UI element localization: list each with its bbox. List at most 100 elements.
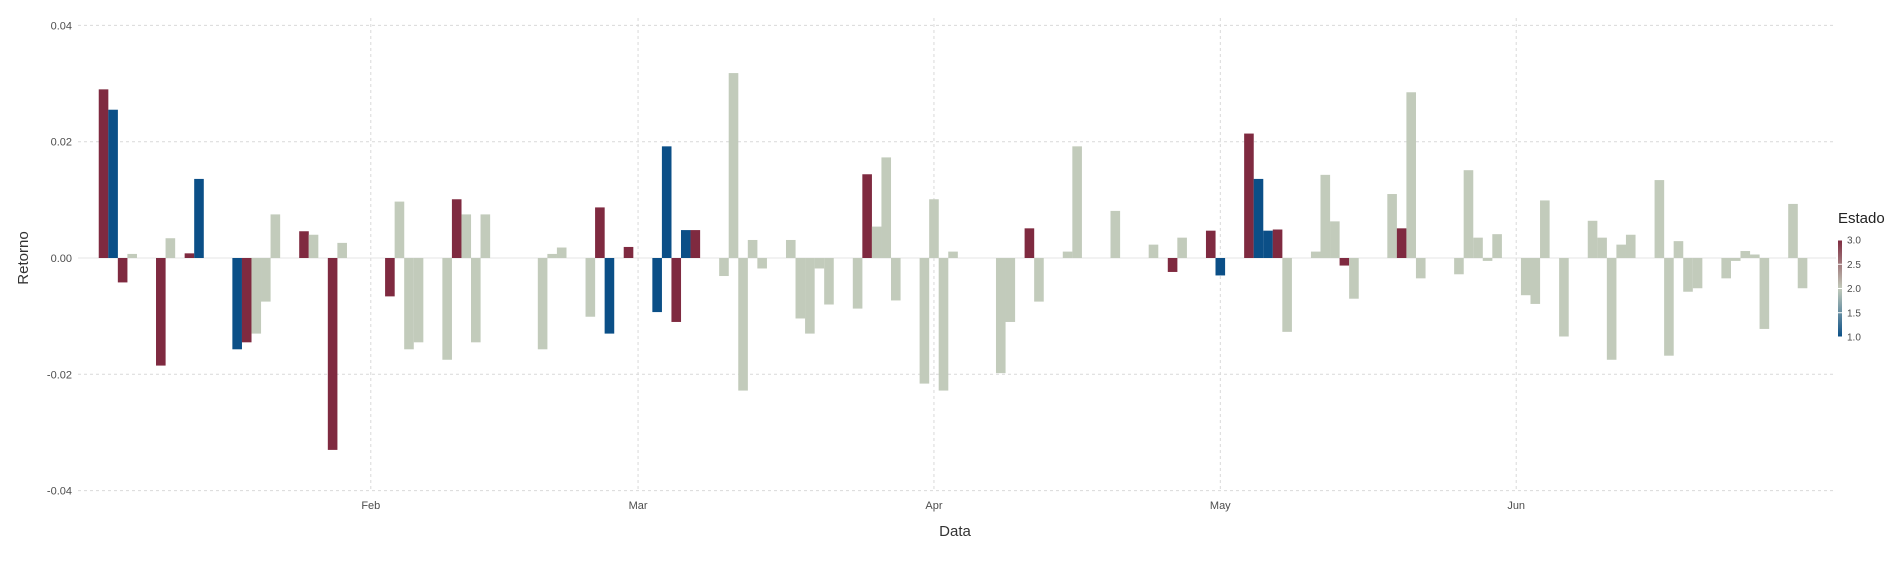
y-tick-label: 0.00 xyxy=(51,253,72,265)
x-tick-label: May xyxy=(1210,500,1231,512)
bar xyxy=(1692,258,1703,289)
bar xyxy=(451,199,462,258)
bar xyxy=(1244,133,1254,258)
legend: Estado 3.0 2.5 2.0 1.5 1.0 xyxy=(1838,210,1885,344)
bar xyxy=(1024,228,1035,258)
bar xyxy=(995,258,1006,374)
bar xyxy=(862,174,872,258)
bar xyxy=(1062,251,1073,258)
bar xyxy=(108,109,118,258)
bar xyxy=(747,239,758,258)
bar xyxy=(394,201,405,258)
bar xyxy=(1330,221,1340,258)
bar xyxy=(1415,258,1426,279)
y-tick-label: -0.02 xyxy=(47,369,72,381)
bar xyxy=(241,258,252,343)
bar xyxy=(165,238,176,258)
legend-ticks: 3.0 2.5 2.0 1.5 1.0 xyxy=(1838,236,1861,344)
x-tick-label: Mar xyxy=(629,500,648,512)
bar xyxy=(1759,258,1770,329)
bar xyxy=(232,258,242,350)
bar xyxy=(728,73,739,258)
bar xyxy=(929,199,939,258)
bar xyxy=(948,251,958,258)
bar xyxy=(127,253,137,258)
bar xyxy=(1387,194,1397,258)
bar xyxy=(337,242,347,258)
bar xyxy=(404,258,414,350)
y-axis-title: Retorno xyxy=(15,231,32,284)
bar xyxy=(824,258,834,305)
bar xyxy=(98,89,109,258)
bar xyxy=(1683,258,1693,292)
bar xyxy=(1606,258,1617,360)
bar xyxy=(442,258,452,360)
legend-tick-label: 1.0 xyxy=(1847,333,1861,344)
bar xyxy=(785,239,796,258)
bar xyxy=(1282,258,1292,332)
bar xyxy=(1730,258,1741,261)
bar xyxy=(547,253,557,258)
bar xyxy=(156,258,166,366)
bar xyxy=(1788,203,1798,258)
bar xyxy=(738,258,748,391)
bar xyxy=(623,246,634,258)
bar xyxy=(1167,258,1178,272)
bar xyxy=(1205,230,1216,258)
bar xyxy=(757,258,767,269)
bar xyxy=(1482,258,1493,261)
bar xyxy=(1625,234,1636,258)
bar xyxy=(852,258,863,309)
bar xyxy=(537,258,548,350)
bar xyxy=(1616,244,1626,258)
bar xyxy=(184,253,195,258)
bar xyxy=(814,258,825,269)
x-tick-label: Apr xyxy=(925,500,942,512)
legend-tick-label: 2.5 xyxy=(1847,260,1861,271)
y-tick-label: 0.02 xyxy=(51,137,72,149)
bar xyxy=(1492,234,1502,258)
bar xyxy=(1320,174,1331,258)
bar xyxy=(881,157,892,258)
bar xyxy=(1797,258,1808,289)
bar xyxy=(1406,92,1416,259)
bar xyxy=(1454,258,1464,275)
bar xyxy=(652,258,662,313)
bar xyxy=(1664,258,1674,356)
x-axis-title: Data xyxy=(939,523,971,540)
bar xyxy=(1034,258,1044,302)
y-tick-label: -0.04 xyxy=(47,486,72,498)
legend-tick-label: 2.0 xyxy=(1847,284,1861,295)
bar xyxy=(719,258,729,277)
bar xyxy=(690,230,701,258)
bar xyxy=(117,258,128,283)
bar xyxy=(299,231,309,258)
bar xyxy=(1520,258,1531,296)
bar xyxy=(1263,230,1273,258)
bar xyxy=(413,258,424,343)
bar xyxy=(480,214,491,258)
legend-tick-label: 1.5 xyxy=(1847,308,1861,319)
bar xyxy=(671,258,682,322)
x-tick-label: Jun xyxy=(1507,500,1525,512)
bar xyxy=(1396,228,1407,258)
bar xyxy=(1597,237,1607,258)
bar xyxy=(1272,229,1283,258)
bar xyxy=(1148,244,1159,258)
bar xyxy=(1721,258,1731,279)
bar xyxy=(604,258,615,334)
bar xyxy=(194,178,204,258)
bar xyxy=(919,258,930,384)
bar xyxy=(890,258,901,301)
bar xyxy=(1540,200,1550,258)
y-axis: -0.04 -0.02 0.00 0.02 0.04 xyxy=(47,20,72,497)
legend-tick-label: 3.0 xyxy=(1847,236,1861,247)
bar xyxy=(1654,180,1665,258)
bar xyxy=(585,258,596,317)
bar xyxy=(308,234,319,258)
bar xyxy=(795,258,806,319)
bar xyxy=(471,258,481,343)
bar xyxy=(461,214,472,258)
bar xyxy=(1339,258,1350,266)
